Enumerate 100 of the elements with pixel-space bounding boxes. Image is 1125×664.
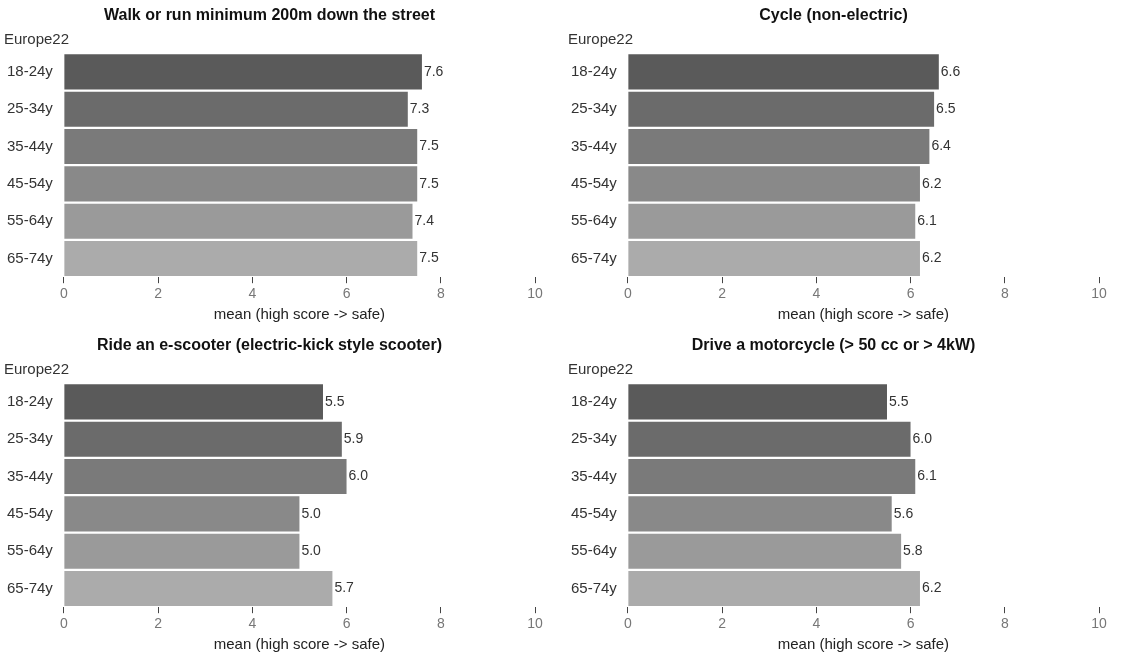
chart-title: Walk or run minimum 200m down the street xyxy=(103,6,436,24)
data-label: 5.9 xyxy=(343,430,364,447)
chart-subtitle: Europe22 xyxy=(568,360,634,378)
x-axis-title: mean (high score -> safe) xyxy=(777,305,950,323)
bar xyxy=(628,458,916,495)
y-tick-label: 18-24y xyxy=(570,62,618,80)
y-tick-label: 45-54y xyxy=(570,504,618,522)
x-tick-label: 10 xyxy=(1091,615,1107,632)
y-tick-label: 65-74y xyxy=(6,578,54,596)
data-label: 6.5 xyxy=(936,100,956,117)
y-tick-label: 35-44y xyxy=(570,136,618,154)
x-tick-label: 2 xyxy=(718,615,727,632)
bar xyxy=(64,421,342,457)
y-tick-label: 55-64y xyxy=(570,211,618,229)
chart-subtitle: Europe22 xyxy=(4,360,70,378)
chart-title: Cycle (non-electric) xyxy=(759,6,908,24)
data-label: 7.4 xyxy=(414,212,435,229)
x-tick-label: 2 xyxy=(718,285,727,302)
x-tick-label: 8 xyxy=(1000,615,1009,632)
x-tick-label: 4 xyxy=(248,615,257,632)
data-label: 6.1 xyxy=(917,467,937,484)
x-tick-label: 4 xyxy=(812,285,821,302)
bar xyxy=(628,91,935,127)
y-tick-label: 25-34y xyxy=(570,429,618,447)
x-tick-label: 0 xyxy=(623,285,632,302)
bar xyxy=(628,54,939,90)
x-tick-label: 0 xyxy=(59,615,68,632)
bar xyxy=(64,458,347,495)
data-label: 6.1 xyxy=(917,212,937,229)
x-tick-label: 8 xyxy=(1000,285,1009,302)
y-tick-label: 55-64y xyxy=(6,541,54,559)
data-label: 7.6 xyxy=(423,62,444,79)
bar xyxy=(64,496,300,532)
data-label: 6.2 xyxy=(921,249,942,266)
data-label: 5.5 xyxy=(888,392,909,409)
x-axis-title: mean (high score -> safe) xyxy=(213,635,386,653)
y-tick-label: 65-74y xyxy=(570,248,618,266)
data-label: 5.8 xyxy=(903,542,923,559)
data-label: 7.5 xyxy=(419,174,439,191)
bar xyxy=(64,384,323,420)
y-tick-label: 35-44y xyxy=(570,466,618,484)
y-tick-label: 18-24y xyxy=(6,392,54,410)
bar xyxy=(628,384,887,420)
y-tick-label: 45-54y xyxy=(6,504,54,522)
bar xyxy=(628,570,920,607)
bar xyxy=(628,128,930,165)
data-label: 6.0 xyxy=(348,467,369,484)
bar xyxy=(628,240,920,277)
x-tick-label: 6 xyxy=(906,615,915,632)
data-label: 5.7 xyxy=(334,579,355,596)
data-label: 6.2 xyxy=(921,579,942,596)
data-label: 7.3 xyxy=(409,100,430,117)
x-tick-label: 6 xyxy=(342,285,351,302)
chart-title: Ride an e-scooter (electric-kick style scooter) xyxy=(96,336,443,354)
x-tick-label: 6 xyxy=(906,285,915,302)
x-tick-label: 0 xyxy=(623,615,632,632)
x-tick-label: 8 xyxy=(436,615,445,632)
data-label: 6.0 xyxy=(912,430,933,447)
y-tick-label: 25-34y xyxy=(570,99,618,117)
x-tick-label: 8 xyxy=(436,285,445,302)
data-label: 5.6 xyxy=(893,504,914,521)
data-label: 7.5 xyxy=(419,137,439,154)
bar xyxy=(64,533,300,569)
x-tick-label: 10 xyxy=(527,285,543,302)
y-tick-label: 55-64y xyxy=(6,211,54,229)
y-tick-label: 25-34y xyxy=(6,99,54,117)
x-tick-label: 10 xyxy=(527,615,543,632)
data-label: 6.2 xyxy=(921,174,942,191)
data-label: 5.0 xyxy=(301,542,322,559)
chart-subtitle: Europe22 xyxy=(4,30,70,48)
x-tick-label: 4 xyxy=(248,285,257,302)
x-tick-label: 10 xyxy=(1091,285,1107,302)
x-axis-title: mean (high score -> safe) xyxy=(213,305,386,323)
bar xyxy=(628,203,916,239)
y-tick-label: 45-54y xyxy=(570,174,618,192)
y-tick-label: 25-34y xyxy=(6,429,54,447)
data-label: 5.0 xyxy=(301,504,322,521)
bar xyxy=(628,166,920,202)
x-axis-title: mean (high score -> safe) xyxy=(777,635,950,653)
data-label: 6.4 xyxy=(931,137,952,154)
bar xyxy=(628,533,902,569)
bar xyxy=(628,496,892,532)
data-label: 6.6 xyxy=(940,62,961,79)
y-tick-label: 65-74y xyxy=(6,248,54,266)
bar xyxy=(628,421,911,457)
y-tick-label: 65-74y xyxy=(570,578,618,596)
y-tick-label: 45-54y xyxy=(6,174,54,192)
chart-subtitle: Europe22 xyxy=(568,30,634,48)
y-tick-label: 35-44y xyxy=(6,466,54,484)
data-label: 7.5 xyxy=(419,249,439,266)
y-tick-label: 35-44y xyxy=(6,136,54,154)
y-tick-label: 55-64y xyxy=(570,541,618,559)
x-tick-label: 6 xyxy=(342,615,351,632)
y-tick-label: 18-24y xyxy=(6,62,54,80)
data-label: 5.5 xyxy=(324,392,345,409)
x-tick-label: 4 xyxy=(812,615,821,632)
bar xyxy=(64,570,333,607)
chart-title: Drive a motorcycle (> 50 cc or > 4kW) xyxy=(691,336,976,354)
y-tick-label: 18-24y xyxy=(570,392,618,410)
x-tick-label: 2 xyxy=(154,285,163,302)
